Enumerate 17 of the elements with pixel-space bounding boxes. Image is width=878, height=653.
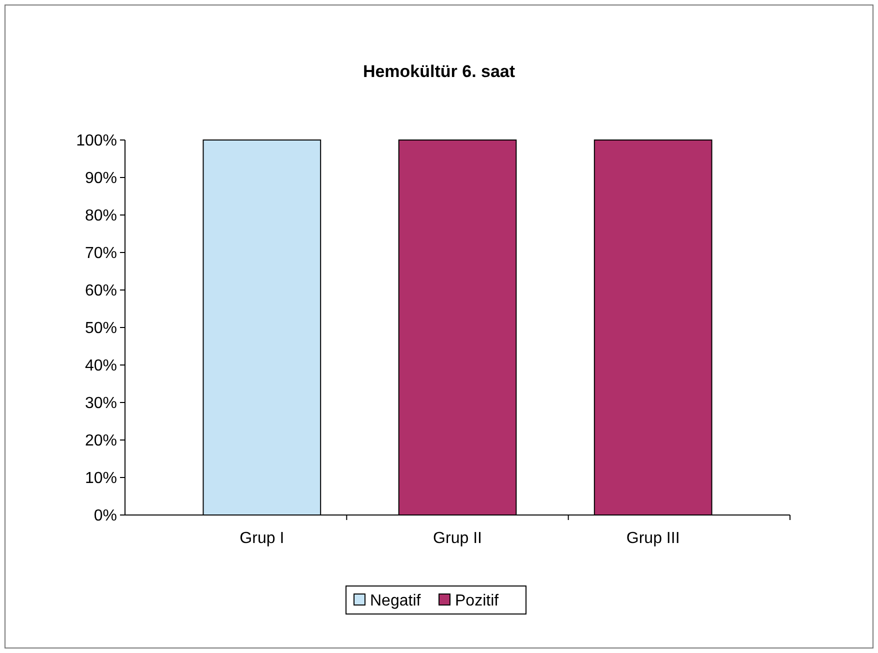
y-tick-label: 40% — [84, 358, 117, 375]
x-tick-label: Grup III — [626, 530, 680, 547]
y-tick-label: 50% — [84, 320, 117, 338]
legend-label: Negatif — [370, 592, 422, 610]
y-tick-label: 0% — [94, 508, 117, 525]
x-tick-label: Grup II — [433, 530, 482, 547]
x-tick-label: Grup I — [240, 530, 284, 547]
chart-title: Hemokültür 6. saat — [362, 62, 516, 81]
y-tick-label: 30% — [84, 395, 117, 412]
y-tick-label: 100% — [76, 132, 117, 150]
y-tick-label: 80% — [84, 208, 117, 225]
y-tick-label: 60% — [84, 282, 117, 300]
legend-label: Pozitif — [455, 592, 500, 610]
y-tick-label: 10% — [84, 470, 117, 488]
y-tick-label: 90% — [84, 170, 117, 188]
y-tick-label: 70% — [84, 245, 117, 262]
y-tick-label: 20% — [84, 432, 117, 450]
